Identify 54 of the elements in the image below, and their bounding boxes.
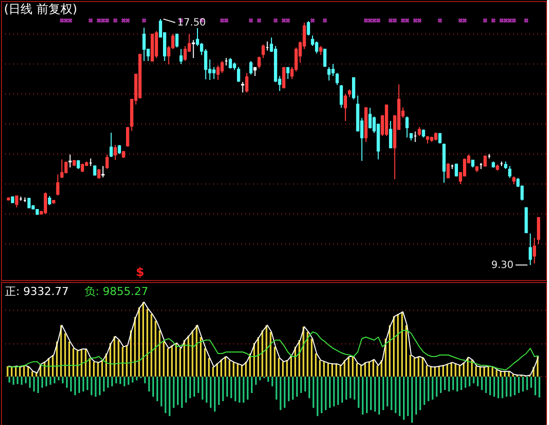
candlestick — [228, 58, 232, 69]
candlestick — [331, 64, 335, 76]
candlestick — [454, 163, 458, 177]
candlestick — [154, 30, 158, 58]
candlestick — [175, 34, 179, 48]
annotation: 9.30 — [491, 260, 514, 271]
candlestick — [220, 60, 224, 74]
chart-title: (日线 前复权) — [4, 2, 78, 16]
candlestick — [532, 238, 536, 264]
candlestick — [192, 40, 195, 58]
candlestick — [389, 120, 392, 148]
candlestick — [126, 126, 130, 147]
annotation: 17.50 — [177, 18, 206, 29]
candlestick — [323, 48, 326, 68]
candlestick — [340, 84, 343, 108]
annotation: $ — [136, 265, 144, 279]
candlestick — [352, 77, 356, 100]
candlestick — [327, 66, 331, 81]
candlestick — [405, 116, 409, 138]
candlestick — [241, 82, 244, 93]
candlestick — [216, 65, 220, 80]
text: 负: 9855.27 — [84, 285, 148, 298]
candlestick — [236, 66, 240, 82]
candlestick — [249, 60, 252, 75]
candlestick — [97, 168, 100, 180]
candlestick — [101, 166, 105, 178]
candlestick — [110, 132, 113, 158]
candlestick — [306, 20, 310, 36]
candlestick — [262, 44, 265, 58]
candlestick — [368, 107, 372, 129]
candlestick — [212, 66, 216, 80]
candlestick — [245, 72, 248, 93]
candlestick — [536, 216, 540, 244]
candlestick — [528, 233, 532, 266]
candlestick — [68, 154, 72, 168]
candlestick — [56, 174, 60, 196]
candlestick — [60, 158, 64, 178]
candlestick — [282, 66, 286, 88]
candlestick — [105, 154, 109, 170]
candlestick — [44, 192, 48, 214]
candlestick — [336, 72, 339, 86]
candlestick — [344, 94, 348, 122]
candlestick — [15, 196, 18, 208]
candlestick — [114, 144, 117, 160]
candlestick — [286, 66, 290, 80]
candlestick — [438, 132, 442, 144]
candlestick — [179, 48, 183, 64]
candlestick — [258, 56, 261, 69]
candlestick — [142, 27, 146, 62]
text: 正: 9332.77 — [5, 285, 69, 298]
candlestick — [184, 46, 187, 62]
candlestick — [315, 41, 318, 54]
candlestick — [508, 166, 512, 178]
candlestick — [446, 162, 450, 178]
